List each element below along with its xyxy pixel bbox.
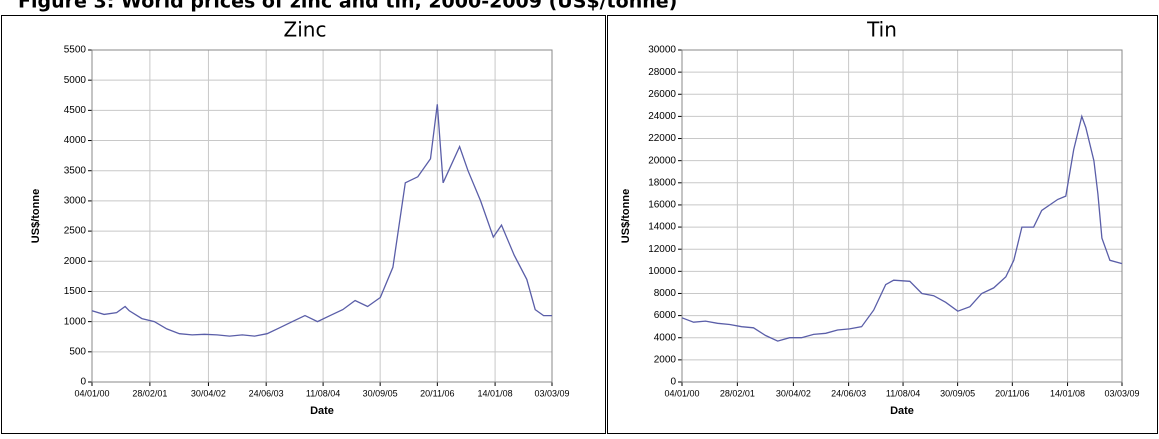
x-tick-label: 14/01/08 bbox=[478, 388, 513, 398]
y-tick-label: 12000 bbox=[648, 244, 676, 255]
x-tick-label: 03/03/09 bbox=[534, 388, 569, 398]
y-tick-label: 24000 bbox=[648, 111, 676, 122]
y-tick-label: 2500 bbox=[64, 226, 87, 237]
y-tick-label: 1500 bbox=[64, 286, 87, 297]
y-tick-label: 16000 bbox=[648, 200, 676, 211]
y-tick-label: 28000 bbox=[648, 67, 676, 78]
y-tick-label: 500 bbox=[69, 346, 86, 357]
y-tick-label: 0 bbox=[80, 377, 86, 388]
x-tick-label: 28/02/01 bbox=[720, 388, 755, 398]
y-tick-label: 3000 bbox=[64, 196, 87, 207]
x-tick-label: 30/04/02 bbox=[776, 388, 811, 398]
y-tick-label: 3500 bbox=[64, 165, 87, 176]
y-tick-label: 4500 bbox=[64, 105, 87, 116]
y-tick-label: 20000 bbox=[648, 155, 676, 166]
price-line bbox=[91, 104, 552, 337]
y-tick-label: 18000 bbox=[648, 177, 676, 188]
x-tick-label: 04/01/00 bbox=[664, 388, 699, 398]
y-tick-label: 0 bbox=[670, 377, 676, 388]
x-tick-label: 28/02/01 bbox=[132, 388, 167, 398]
x-tick-label: 14/01/08 bbox=[1050, 388, 1085, 398]
x-tick-label: 20/11/06 bbox=[995, 388, 1029, 398]
x-axis-label: Date bbox=[890, 405, 914, 417]
plot-frame bbox=[91, 49, 553, 383]
x-tick-label: 11/08/04 bbox=[306, 388, 340, 398]
y-tick-label: 30000 bbox=[648, 45, 676, 56]
price-line bbox=[681, 114, 1123, 342]
x-tick-label: 03/03/09 bbox=[1104, 388, 1139, 398]
y-axis-label: US$/tonne bbox=[30, 189, 42, 243]
y-tick-label: 5500 bbox=[64, 45, 87, 56]
y-tick-label: 2000 bbox=[64, 256, 87, 267]
y-tick-label: 2000 bbox=[654, 355, 677, 366]
x-tick-label: 30/09/05 bbox=[940, 388, 975, 398]
chart-title: Zinc bbox=[284, 18, 327, 42]
y-tick-label: 22000 bbox=[648, 133, 676, 144]
panel-border bbox=[1, 15, 606, 434]
y-tick-label: 1000 bbox=[64, 316, 87, 327]
x-tick-label: 30/04/02 bbox=[191, 388, 226, 398]
y-tick-label: 4000 bbox=[64, 135, 87, 146]
y-tick-label: 4000 bbox=[654, 332, 677, 343]
y-tick-label: 26000 bbox=[648, 89, 676, 100]
x-tick-label: 24/06/03 bbox=[831, 388, 866, 398]
panel-border bbox=[607, 15, 1158, 434]
x-axis-label: Date bbox=[310, 405, 334, 417]
figure-title: Figure 3: World prices of zinc and tin, … bbox=[18, 0, 677, 13]
y-tick-label: 10000 bbox=[648, 266, 676, 277]
x-tick-label: 24/06/03 bbox=[249, 388, 284, 398]
x-tick-label: 11/08/04 bbox=[886, 388, 920, 398]
x-tick-label: 30/09/05 bbox=[363, 388, 398, 398]
plot-frame bbox=[681, 49, 1123, 383]
chart-title: Tin bbox=[866, 18, 897, 42]
x-tick-label: 20/11/06 bbox=[420, 388, 454, 398]
y-axis-label: US$/tonne bbox=[620, 189, 632, 243]
y-tick-label: 5000 bbox=[64, 75, 87, 86]
y-tick-label: 8000 bbox=[654, 288, 677, 299]
y-tick-label: 6000 bbox=[654, 310, 677, 321]
x-tick-label: 04/01/00 bbox=[74, 388, 109, 398]
y-tick-label: 14000 bbox=[648, 222, 676, 233]
